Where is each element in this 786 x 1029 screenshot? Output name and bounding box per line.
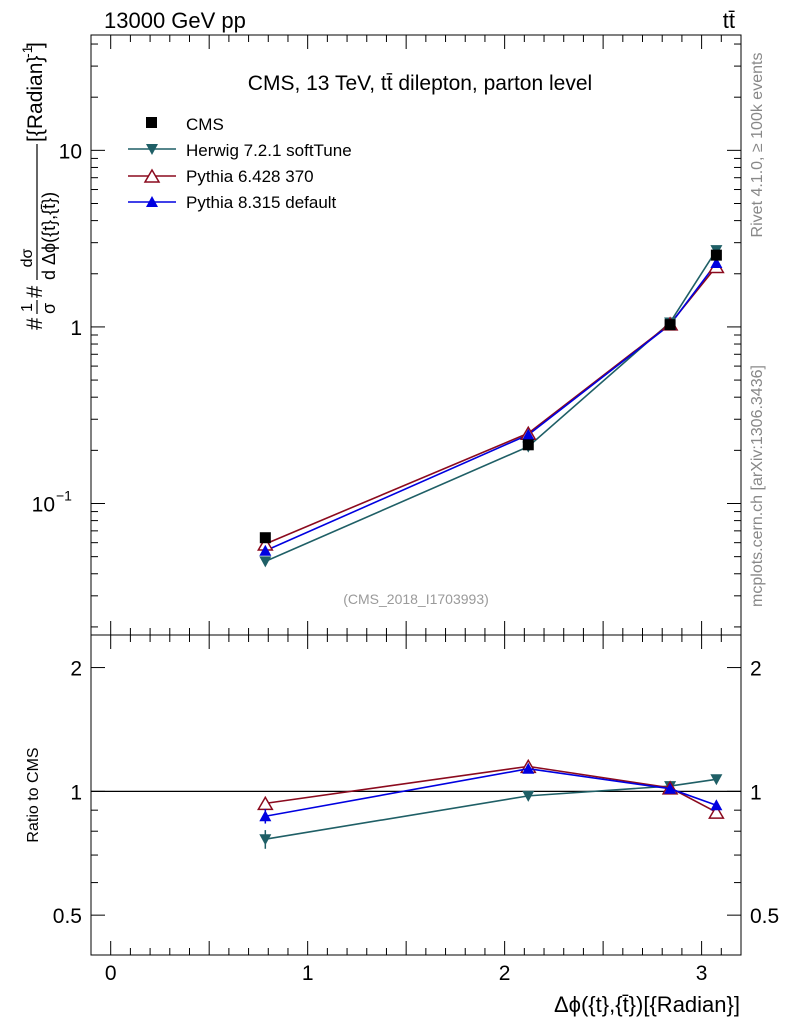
ratio-panel-frame [90, 634, 742, 956]
data-point-pythia3 [522, 428, 535, 440]
ratio-point-pythia2 [664, 782, 677, 794]
y-tick-label-exponent: −1 [56, 487, 72, 503]
ratio-series-group [257, 758, 725, 849]
data-point-cms0 [259, 532, 271, 544]
ylabel-hash-2: # [22, 285, 47, 298]
ylabel-dsigma: dσ [19, 248, 36, 267]
ylabel-radian: [{Radian} [24, 56, 47, 142]
ratio-ylabel: Ratio to CMS [25, 747, 42, 842]
y-tick-label: 10 [32, 493, 55, 516]
ratio-y-tick-label: 0.5 [53, 905, 82, 928]
rivet-label: Rivet 4.1.0, ≥ 100k events [749, 53, 766, 238]
data-point-cms0 [664, 319, 676, 331]
ylabel-exponent: -1 [19, 45, 35, 58]
ratio-y-tick-label-right: 1 [750, 781, 762, 804]
ratio-line-herwig0 [265, 778, 717, 840]
legend-label-pythia8: Pythia 8.315 default [186, 193, 337, 212]
data-point-pythia3 [710, 257, 723, 269]
ratio-xlabel: Δϕ({t},{t̄})[{Radian}] [554, 992, 740, 1017]
series-line-pythia2 [265, 265, 718, 545]
ratio-y-tick-label-right: 0.5 [750, 905, 779, 928]
ratio-point-herwig0 [522, 790, 535, 802]
ratio-line-pythia2 [265, 767, 717, 818]
legend-label-herwig: Herwig 7.2.1 softTune [186, 141, 352, 160]
ratio-point-pythia1 [708, 804, 725, 819]
main-series-group [257, 245, 725, 568]
energy-label: 13000 GeV pp [104, 8, 246, 33]
series-line-herwig1 [264, 249, 718, 563]
x-tick-label: 2 [499, 962, 511, 985]
y-tick-label: 1 [70, 317, 82, 340]
ylabel-one: 1 [19, 303, 36, 312]
data-point-pythia3 [259, 544, 272, 556]
mcplots-label: mcplots.cern.ch [arXiv:1306.3436] [749, 365, 766, 607]
main-ylabel: # 1 σ # dσ d Δϕ({t},{t̄}) [{Radian} -1 ] [19, 42, 59, 330]
legend-marker-pythia6 [143, 168, 161, 183]
ratio-point-herwig0 [259, 834, 272, 846]
ratio-axis-ticks: 0.5 0.5 1 1 2 2 0 1 2 3 [53, 635, 779, 985]
legend-label-pythia6: Pythia 6.428 370 [186, 167, 314, 186]
legend: CMS Herwig 7.2.1 softTune Pythia 6.428 3… [128, 115, 352, 212]
data-point-herwig1 [259, 556, 272, 568]
legend-marker-cms [146, 117, 157, 128]
x-tick-label: 3 [696, 962, 708, 985]
ratio-y-tick-label: 2 [70, 658, 82, 681]
legend-marker-pythia8 [146, 196, 158, 207]
series-line-pythia3 [264, 262, 718, 552]
x-tick-label: 0 [105, 962, 117, 985]
ratio-point-herwig0 [710, 774, 723, 786]
ratio-point-pythia2 [522, 762, 535, 774]
main-title: CMS, 13 TeV, tt̄ dilepton, parton level [248, 72, 592, 95]
ylabel-hash-1: # [22, 317, 47, 330]
ratio-y-tick-label: 1 [70, 781, 82, 804]
legend-label-cms: CMS [186, 115, 224, 134]
data-point-cms0 [522, 439, 534, 451]
process-label: tt̄ [723, 8, 735, 33]
x-tick-label: 1 [302, 962, 314, 985]
data-point-cms0 [710, 249, 722, 261]
ratio-point-pythia2 [710, 799, 723, 811]
legend-marker-herwig [146, 144, 158, 155]
ratio-line-pythia1 [265, 765, 717, 813]
analysis-watermark: (CMS_2018_I1703993) [343, 591, 489, 607]
ylabel-ddphi: d Δϕ({t},{t̄}) [39, 192, 59, 280]
ratio-y-tick-label-right: 2 [750, 658, 762, 681]
ratio-point-pythia2 [259, 810, 272, 822]
ylabel-close: ] [24, 42, 47, 48]
ylabel-sigma: σ [39, 303, 59, 314]
y-tick-label: 10 [59, 140, 82, 163]
